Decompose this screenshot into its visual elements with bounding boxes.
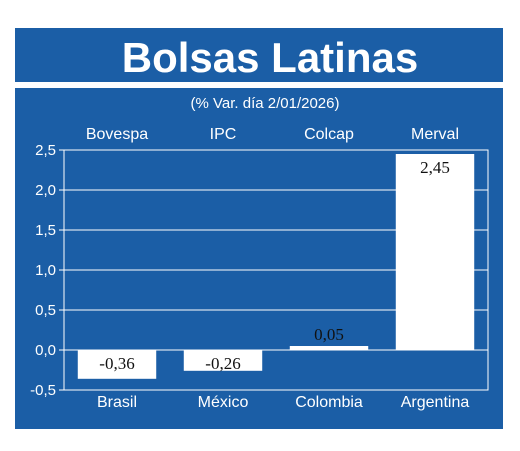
chart-subtitle: (% Var. día 2/01/2026)	[191, 95, 340, 112]
value-label: -0,36	[99, 354, 134, 373]
chart-title: Bolsas Latinas	[122, 34, 418, 81]
y-tick-label: 0,0	[35, 342, 56, 359]
category-label: México	[198, 394, 249, 411]
y-axis-ticks: -0,5 0,0 0,5 1,0 1,5 2,0 2,5	[30, 142, 56, 399]
country-labels: Brasil México Colombia Argentina	[97, 394, 469, 411]
index-label: IPC	[210, 126, 237, 143]
value-label: 0,05	[314, 325, 344, 344]
bar	[289, 346, 369, 350]
bars	[77, 154, 475, 379]
index-labels: Bovespa IPC Colcap Merval	[86, 126, 459, 143]
bar	[395, 154, 475, 350]
y-tick-label: 1,5	[35, 222, 56, 239]
y-tick-label: 2,0	[35, 182, 56, 199]
bar	[77, 350, 157, 379]
value-label: -0,26	[205, 354, 240, 373]
y-tick-label: 1,0	[35, 262, 56, 279]
index-label: Colcap	[304, 126, 354, 143]
y-tick-label: -0,5	[30, 382, 56, 399]
value-labels: -0,36 -0,26 0,05 2,45	[99, 158, 450, 373]
y-tick-label: 2,5	[35, 142, 56, 159]
y-tick-label: 0,5	[35, 302, 56, 319]
index-label: Bovespa	[86, 126, 148, 143]
bar	[183, 350, 263, 371]
index-label: Merval	[411, 126, 459, 143]
category-label: Brasil	[97, 394, 137, 411]
category-label: Colombia	[295, 394, 363, 411]
category-label: Argentina	[401, 394, 470, 411]
value-label: 2,45	[420, 158, 450, 177]
title-divider	[15, 82, 503, 88]
